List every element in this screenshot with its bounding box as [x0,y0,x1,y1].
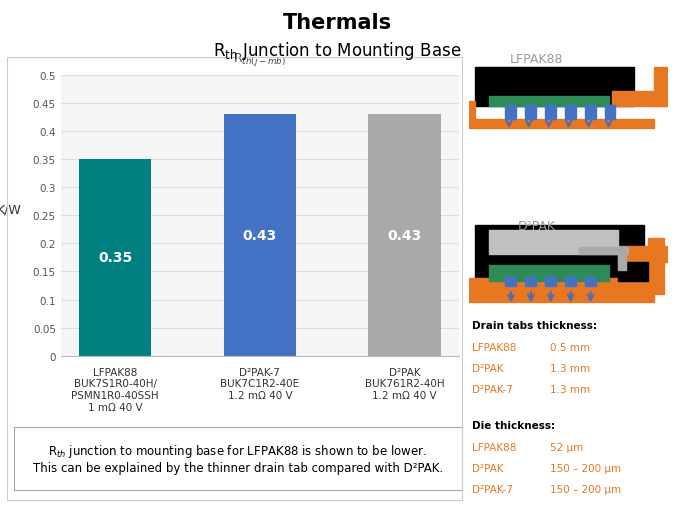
Text: 0.35: 0.35 [98,251,132,265]
Text: D²PAK-7: D²PAK-7 [472,384,514,394]
Text: D²PAK: D²PAK [472,463,504,473]
Bar [79,160,151,356]
Text: 150 – 200 μm: 150 – 200 μm [550,484,621,494]
Bar [578,248,628,255]
Text: 1.3 mm: 1.3 mm [550,384,590,394]
Text: Drain tabs thickness:: Drain tabs thickness: [472,321,597,331]
Bar [545,278,556,286]
Bar [223,115,296,356]
Text: LFPAK88: LFPAK88 [510,53,564,66]
Bar [565,106,576,120]
Text: D²PAK-7: D²PAK-7 [472,484,514,494]
Text: D²PAK: D²PAK [518,220,556,233]
Text: Die thickness:: Die thickness: [472,421,556,431]
Text: LFPAK88: LFPAK88 [472,342,517,352]
Bar [612,92,668,107]
Text: D²PAK: D²PAK [472,363,504,373]
Text: 0.43: 0.43 [387,229,422,242]
Bar [469,102,475,126]
Bar [654,68,668,107]
Bar [505,106,516,120]
Text: 52 μm: 52 μm [550,442,583,452]
Bar [369,115,441,356]
Bar [469,278,654,302]
Text: LFPAK88: LFPAK88 [472,442,517,452]
Bar [489,230,618,255]
Text: 0.5 mm: 0.5 mm [550,342,590,352]
Text: 1.3 mm: 1.3 mm [550,363,590,373]
Bar [525,106,536,120]
Y-axis label: K/W: K/W [0,203,22,216]
Bar [585,106,595,120]
Bar [475,68,634,107]
Bar [475,225,645,282]
Bar [545,106,556,120]
Title: R$_{th (j-mb)}$: R$_{th (j-mb)}$ [234,51,286,68]
Bar [505,278,516,286]
Bar [585,278,595,286]
Bar [525,278,536,286]
Bar [618,246,668,263]
Bar [489,266,609,282]
Text: Thermals: Thermals [283,13,392,33]
Bar [618,263,648,282]
Bar [565,278,576,286]
Bar [469,120,654,129]
Bar [618,248,626,270]
Text: R$_{\rm th}$ Junction to Mounting Base: R$_{\rm th}$ Junction to Mounting Base [213,40,462,62]
Bar [489,97,609,107]
Text: 150 – 200 μm: 150 – 200 μm [550,463,621,473]
Text: 0.43: 0.43 [243,229,277,242]
Text: R$_{th}$ junction to mounting base for LFPAK88 is shown to be lower.
This can be: R$_{th}$ junction to mounting base for L… [33,442,443,474]
Bar [649,238,664,294]
Bar [605,106,616,120]
